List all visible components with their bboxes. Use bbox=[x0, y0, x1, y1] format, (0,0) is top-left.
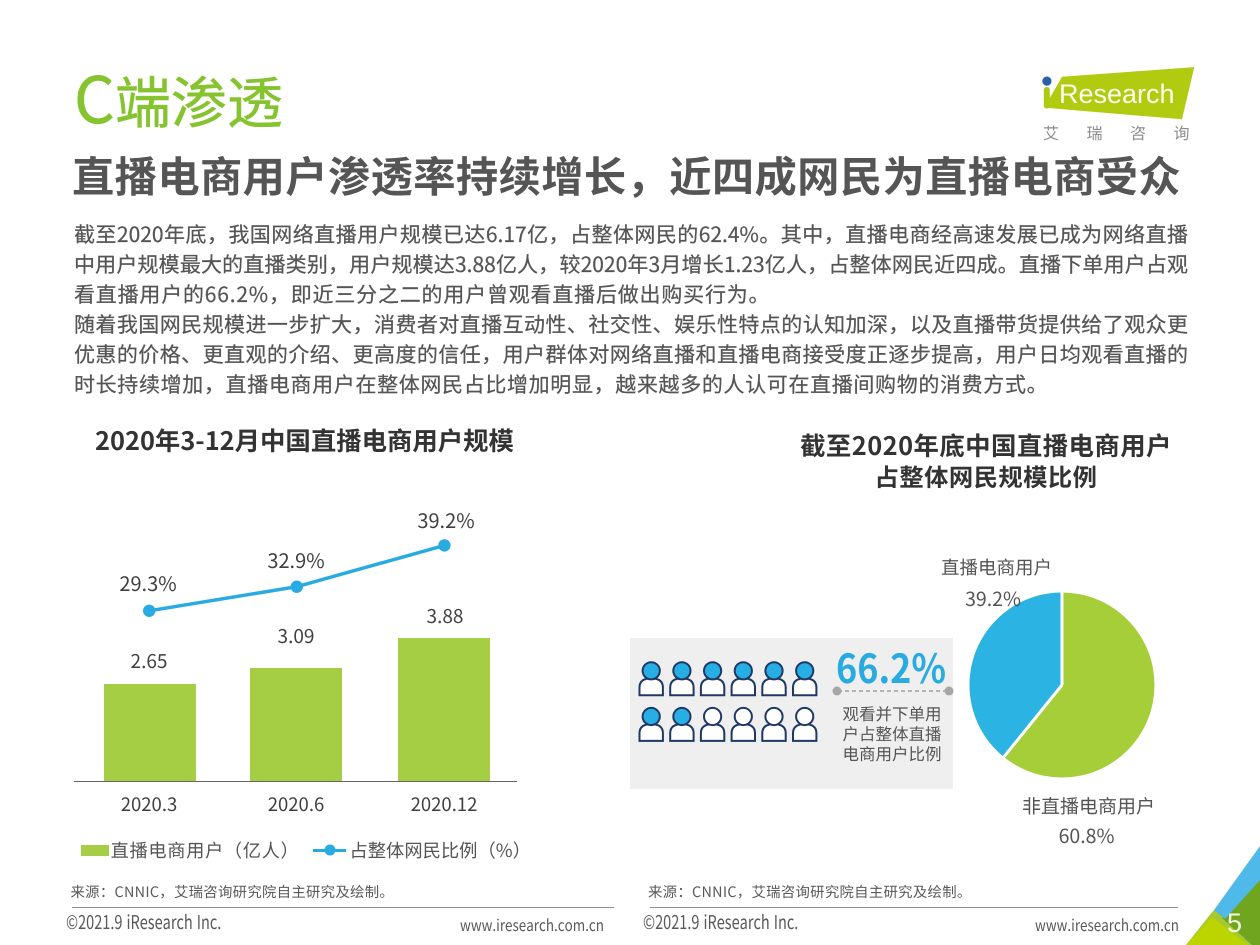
svg-text:Research: Research bbox=[1059, 79, 1175, 109]
svg-text:5: 5 bbox=[1227, 908, 1242, 938]
svg-text:艾瑞咨询: 艾瑞咨询 bbox=[1043, 120, 1210, 144]
